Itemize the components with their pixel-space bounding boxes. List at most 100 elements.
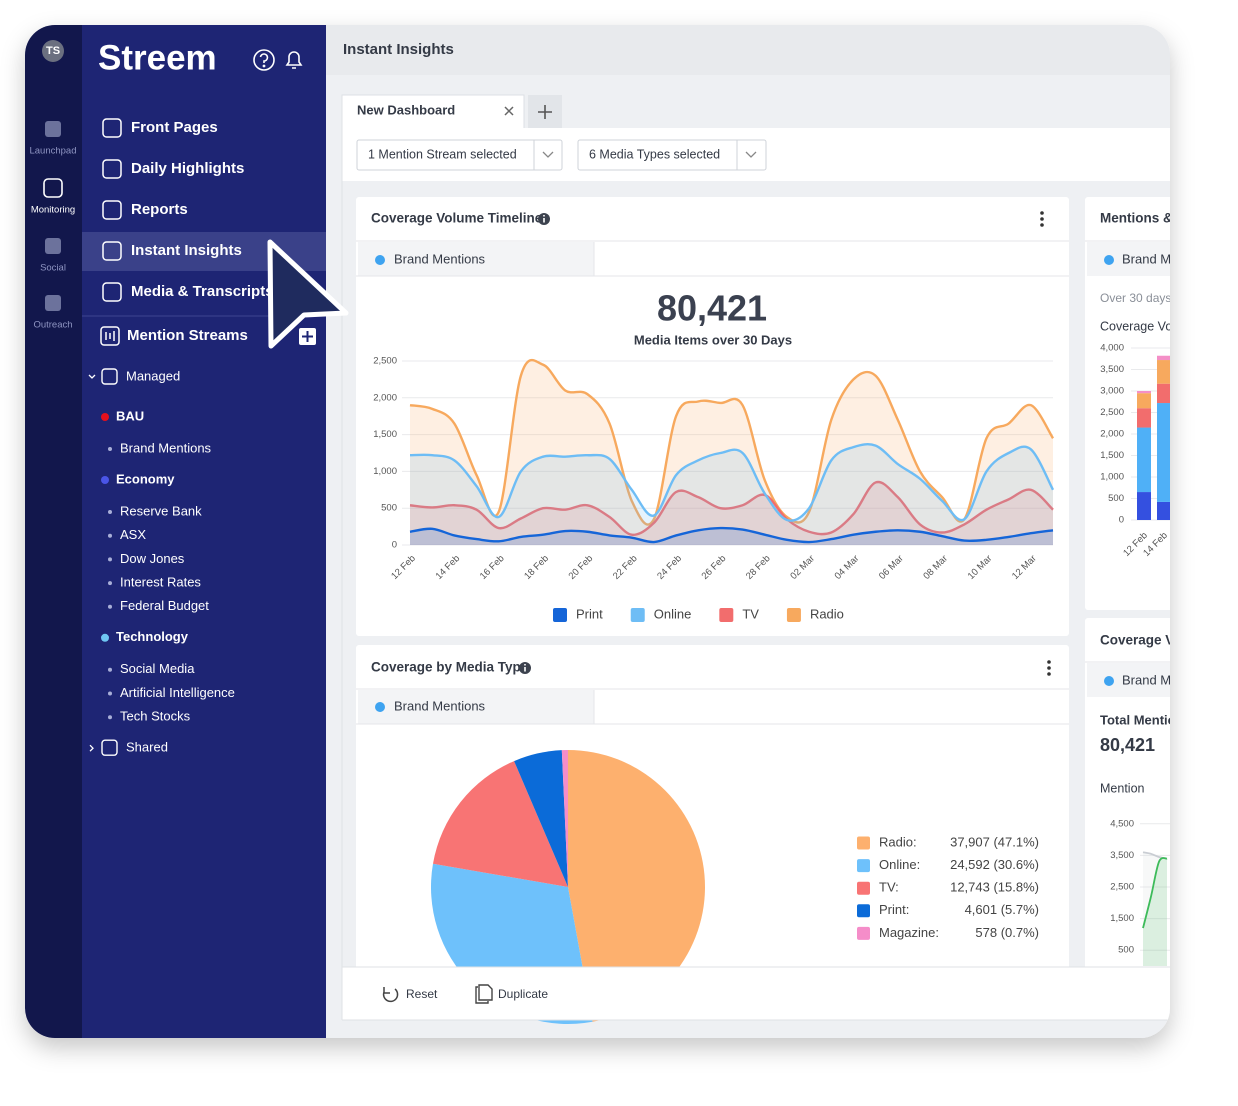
y-tick-label: 1,500 <box>1100 450 1124 461</box>
streams-icon <box>100 326 120 346</box>
y-tick-label: 500 <box>1118 945 1134 956</box>
nav-icon[interactable] <box>102 118 122 138</box>
page-title: Instant Insights <box>343 41 454 58</box>
info-icon[interactable] <box>519 662 531 674</box>
avatar-initials[interactable]: TS <box>46 45 60 57</box>
legend-label[interactable]: Online <box>654 606 692 621</box>
legend-label[interactable]: Print <box>576 606 603 621</box>
nav-icon[interactable] <box>102 282 122 302</box>
rail-label[interactable]: Launchpad <box>29 146 76 157</box>
legend-swatch[interactable] <box>630 608 645 622</box>
tree-group[interactable]: Technology <box>116 629 189 644</box>
avatar[interactable] <box>42 40 64 62</box>
area-fill <box>410 444 1053 545</box>
legend-label[interactable]: Radio <box>810 606 844 621</box>
series-line <box>409 526 1054 544</box>
chevron <box>542 151 554 158</box>
legend-swatch <box>857 904 870 918</box>
tree-item[interactable]: Interest Rates <box>120 575 201 590</box>
legend-swatch[interactable] <box>786 608 801 622</box>
help-icon[interactable] <box>253 49 275 71</box>
tree-item[interactable]: Dow Jones <box>120 551 185 566</box>
nav-icon[interactable] <box>102 159 122 179</box>
rail-icon[interactable] <box>43 178 63 198</box>
tab[interactable] <box>341 94 525 130</box>
widget-title: Coverage by Media Type <box>371 660 529 675</box>
info-icon[interactable] <box>538 213 550 225</box>
tree-item[interactable]: Federal Budget <box>120 598 209 613</box>
tree-folder[interactable]: Managed <box>126 368 180 383</box>
bar-segment <box>1137 391 1151 394</box>
y-tick-label: 1,000 <box>373 466 397 477</box>
y-tick-label: 4,000 <box>1100 343 1124 354</box>
rail-label[interactable]: Social <box>40 263 66 274</box>
tree-item[interactable]: Artificial Intelligence <box>120 685 235 700</box>
nav-item[interactable]: Reports <box>131 201 188 218</box>
tree-group[interactable]: BAU <box>116 408 144 423</box>
area-fill <box>1143 852 1167 966</box>
tree-item[interactable]: Brand Mentions <box>120 440 212 455</box>
pie-slice <box>568 750 706 1022</box>
legend-label[interactable]: TV <box>742 606 759 621</box>
total: 80,421 <box>657 288 767 329</box>
folder-icon <box>101 368 118 385</box>
pie-slice <box>514 750 568 887</box>
stream-label: Brand Mentions <box>394 251 486 266</box>
series-line <box>409 443 1055 522</box>
rail-icon[interactable] <box>45 295 61 311</box>
y-tick-label: 4,500 <box>1110 818 1134 829</box>
legend-swatch[interactable] <box>719 608 734 622</box>
nav-item[interactable]: Front Pages <box>131 119 218 136</box>
stream-tab <box>1087 242 1170 276</box>
nav-icon[interactable] <box>102 200 122 220</box>
y-tick-label: 2,000 <box>373 392 397 403</box>
y-tick-label: 3,500 <box>1110 850 1134 861</box>
nav-item[interactable]: Instant Insights <box>131 242 242 259</box>
header-bar <box>326 25 1170 75</box>
stream-filter[interactable] <box>356 139 563 171</box>
filter-label[interactable]: 1 Mention Stream selected <box>368 147 517 161</box>
brand: Streem <box>98 38 217 77</box>
bullet <box>108 581 112 586</box>
group-dot <box>101 476 109 484</box>
footer <box>342 967 1170 1020</box>
rail-icon[interactable] <box>45 238 61 254</box>
duplicate-icon[interactable] <box>475 984 493 1004</box>
legend-value: 24,592 (30.6%) <box>950 857 1039 872</box>
stream-tab <box>358 690 594 724</box>
widget-subtitle: Over 30 days <box>1100 291 1171 305</box>
tree-item[interactable]: Reserve Bank <box>120 503 202 518</box>
total: 80,421 <box>1100 735 1155 755</box>
nav-item[interactable]: Media & Transcripts <box>131 283 274 300</box>
rail-label[interactable]: Outreach <box>33 320 72 331</box>
media-filter[interactable] <box>577 139 767 171</box>
rail-label[interactable]: Monitoring <box>31 205 75 216</box>
tree-item[interactable]: Tech Stocks <box>120 709 191 724</box>
legend-value: 12,743 (15.8%) <box>950 880 1039 895</box>
tree-item[interactable]: Social Media <box>120 661 195 676</box>
bell-icon[interactable] <box>285 51 303 69</box>
reset-button[interactable]: Reset <box>406 987 438 1001</box>
tree-folder[interactable]: Shared <box>126 740 168 755</box>
nav-item[interactable]: Daily Highlights <box>131 160 244 177</box>
pie-slice <box>432 761 568 887</box>
chart-title: Coverage Vol <box>1100 319 1175 333</box>
tab-label[interactable]: New Dashboard <box>357 102 455 117</box>
section-title[interactable]: Mention Streams <box>127 327 248 344</box>
rail-icon[interactable] <box>45 121 61 137</box>
legend-swatch[interactable] <box>553 608 567 622</box>
nav-icon[interactable] <box>102 241 122 261</box>
kebab-menu[interactable] <box>1040 211 1044 227</box>
tree-item[interactable]: ASX <box>120 527 146 542</box>
legend-value: 578 (0.7%) <box>975 925 1039 940</box>
tree-group[interactable]: Economy <box>116 471 175 486</box>
duplicate-button[interactable]: Duplicate <box>498 987 548 1001</box>
tab-close[interactable] <box>504 106 514 116</box>
app: Instant Insights New Dashboard 1 Mention… <box>25 25 1175 1038</box>
legend-value: 37,907 (47.1%) <box>950 834 1039 849</box>
series-line <box>1142 857 1168 929</box>
y-tick-label: 1,500 <box>1110 913 1134 924</box>
kebab-menu[interactable] <box>1047 660 1051 676</box>
filter-label[interactable]: 6 Media Types selected <box>589 147 720 161</box>
reset-icon[interactable] <box>382 987 399 1003</box>
